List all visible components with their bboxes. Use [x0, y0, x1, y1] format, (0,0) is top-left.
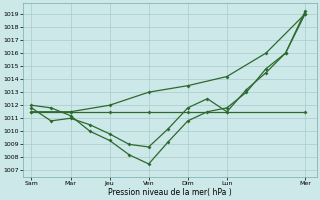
- X-axis label: Pression niveau de la mer( hPa ): Pression niveau de la mer( hPa ): [108, 188, 232, 197]
